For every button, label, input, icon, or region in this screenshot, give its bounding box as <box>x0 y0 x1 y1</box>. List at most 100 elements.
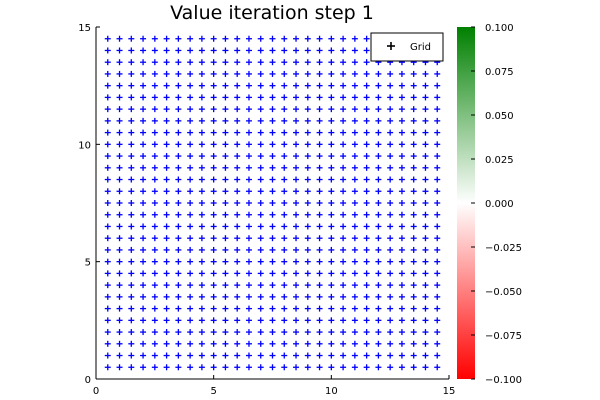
grid-point <box>151 305 158 312</box>
grid-point <box>316 164 323 171</box>
colorbar-gradient <box>457 27 475 379</box>
grid-point <box>375 282 382 289</box>
grid-point <box>245 329 252 336</box>
grid-point <box>257 70 264 77</box>
grid-point <box>340 153 347 160</box>
grid-point <box>387 141 394 148</box>
grid-point <box>187 188 194 195</box>
grid-point <box>410 117 417 124</box>
grid-point <box>316 282 323 289</box>
grid-point <box>116 117 123 124</box>
grid-point <box>163 305 170 312</box>
grid-point <box>210 47 217 54</box>
grid-point <box>422 258 429 265</box>
grid-point <box>293 153 300 160</box>
grid-point <box>281 270 288 277</box>
grid-point <box>363 47 370 54</box>
grid-point <box>175 82 182 89</box>
grid-point <box>163 70 170 77</box>
grid-point <box>257 340 264 347</box>
grid-point <box>293 176 300 183</box>
grid-point <box>410 270 417 277</box>
grid-point <box>104 246 111 253</box>
grid-point <box>375 141 382 148</box>
grid-point <box>363 117 370 124</box>
grid-point <box>269 70 276 77</box>
grid-point <box>281 305 288 312</box>
grid-point <box>140 200 147 206</box>
grid-point <box>222 82 229 89</box>
grid-point <box>363 164 370 171</box>
grid-point <box>175 164 182 171</box>
grid-point <box>375 329 382 336</box>
grid-point <box>351 305 358 312</box>
grid-point <box>410 106 417 113</box>
grid-point <box>422 106 429 113</box>
grid-point <box>187 59 194 66</box>
grid-point <box>198 141 205 148</box>
grid-point <box>245 129 252 136</box>
grid-point <box>128 364 135 371</box>
grid-point <box>340 47 347 54</box>
grid-point <box>128 340 135 347</box>
grid-point <box>281 129 288 136</box>
grid-point <box>104 164 111 171</box>
grid-point <box>304 235 311 242</box>
grid-point <box>116 141 123 148</box>
grid-point <box>210 94 217 101</box>
grid-point <box>304 305 311 312</box>
grid-point <box>151 47 158 54</box>
grid-point <box>269 235 276 242</box>
grid-point <box>387 176 394 183</box>
grid-point <box>128 70 135 77</box>
colorbar-ticks: 0.100 0.075 0.050 0.025 0.000 −0.025 −0.050 −0.… <box>471 23 522 386</box>
grid-point <box>351 117 358 124</box>
grid-point <box>434 141 441 148</box>
colorbar-tick-label: −0.075 <box>485 331 522 342</box>
grid-point <box>316 246 323 253</box>
grid-point <box>434 106 441 113</box>
grid-point <box>234 282 241 289</box>
grid-point <box>234 211 241 218</box>
grid-point <box>163 176 170 183</box>
grid-point <box>234 47 241 54</box>
grid-point <box>328 340 335 347</box>
grid-point <box>363 82 370 89</box>
grid-point <box>116 293 123 300</box>
grid-point <box>328 47 335 54</box>
grid-point <box>104 59 111 66</box>
grid-point <box>104 188 111 195</box>
grid-point <box>410 317 417 324</box>
colorbar-tick-label: 0.025 <box>485 155 514 166</box>
grid-point <box>234 235 241 242</box>
grid-point <box>187 153 194 160</box>
grid-point <box>234 352 241 359</box>
grid-point <box>410 176 417 183</box>
grid-point <box>151 82 158 89</box>
grid-point <box>434 153 441 160</box>
grid-point <box>257 35 264 42</box>
colorbar-tick-label: 0.050 <box>485 111 514 122</box>
grid-point <box>422 164 429 171</box>
grid-point <box>175 200 182 206</box>
grid-point <box>351 364 358 371</box>
colorbar-tick-label: −0.025 <box>485 243 522 254</box>
grid-point <box>187 329 194 336</box>
grid-point <box>304 317 311 324</box>
grid-point <box>175 141 182 148</box>
grid-point <box>128 235 135 242</box>
grid-point <box>128 293 135 300</box>
grid-point <box>163 352 170 359</box>
grid-point <box>434 164 441 171</box>
grid-point <box>398 188 405 195</box>
grid-point <box>128 329 135 336</box>
grid-point <box>222 305 229 312</box>
grid-point <box>245 235 252 242</box>
grid-point <box>187 129 194 136</box>
grid-point <box>434 70 441 77</box>
grid-point <box>304 364 311 371</box>
grid-point <box>257 211 264 218</box>
grid-point <box>151 329 158 336</box>
grid-point <box>363 188 370 195</box>
grid-point <box>281 293 288 300</box>
